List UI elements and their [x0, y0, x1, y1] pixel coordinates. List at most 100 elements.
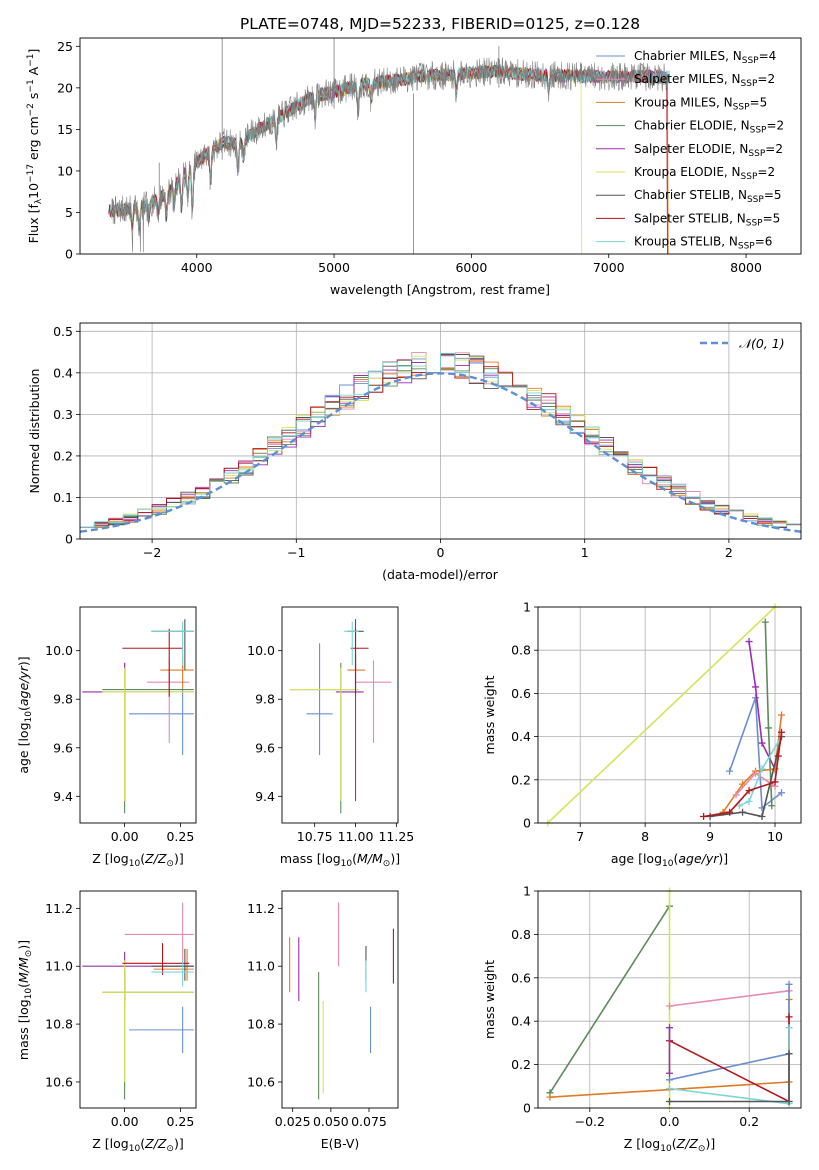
x-tick-label: 10	[767, 829, 783, 844]
label-part: ⊙	[383, 859, 391, 869]
y-axis-label: mass weight	[482, 960, 497, 1039]
y-tick-label: 20	[57, 80, 73, 95]
x-tick-label: 0.025	[275, 1114, 311, 1129]
label-part: )]	[16, 656, 31, 666]
legend-label: Salpeter MILES, NSSP=2	[634, 72, 775, 89]
x-axis-label: wavelength [Angstrom, rest frame]	[330, 282, 550, 297]
y-tick-label: 0.8	[511, 927, 531, 942]
label-part: Z [log	[92, 1136, 128, 1151]
legend-label: Kroupa MILES, NSSP=5	[634, 95, 767, 112]
axes-frame	[537, 890, 802, 1109]
label-part: Z/Z	[144, 1136, 167, 1151]
legend-text: Kroupa STELIB, N	[634, 235, 738, 249]
label-part: 10	[129, 1144, 141, 1154]
label-part: mass [log	[280, 851, 341, 866]
y-tick-label: 1	[523, 600, 531, 615]
plot-area	[289, 902, 394, 1100]
plot-area	[80, 352, 801, 533]
legend-label: Chabrier STELIB, NSSP=5	[634, 188, 782, 205]
data-point	[745, 787, 753, 795]
x-tick-label: 1	[581, 545, 589, 560]
x-tick-label: −2	[143, 545, 161, 560]
x-tick-label: 11.25	[378, 829, 414, 844]
legend-subscript: SSP	[742, 56, 759, 66]
legend-label: 𝒩(0, 1)	[739, 336, 785, 351]
x-tick-label: 0.0	[660, 1114, 680, 1129]
x-tick-label: −1	[287, 545, 305, 560]
figure-title: PLATE=0748, MJD=52233, FIBERID=0125, z=0…	[240, 15, 640, 33]
x-tick-label: 7	[576, 829, 584, 844]
x-axis-label: Z [log10(Z/Z⊙)]	[624, 1136, 715, 1154]
data-point	[785, 1050, 793, 1058]
x-tick-label: 8	[641, 829, 649, 844]
axis-ticks: 4000 5000 6000 7000 8000 0 5 10 15 20 25	[57, 39, 762, 275]
x-tick-label: 2	[725, 545, 733, 560]
data-point	[768, 802, 776, 810]
errorbar-salpeter-elodie	[335, 662, 364, 802]
series-chabrier-elodie	[761, 618, 776, 810]
x-tick-label: 11.00	[338, 829, 374, 844]
y-tick-label: 0.2	[511, 1057, 531, 1072]
axes-frame	[281, 606, 399, 824]
errorbar-kroupa-miles	[347, 655, 366, 690]
legend-suffix: =4	[759, 49, 777, 63]
histogram-kroupa-stelib	[80, 352, 801, 528]
errorbar-salpeter-miles	[355, 660, 392, 743]
data-point	[752, 683, 760, 691]
label-part: s	[26, 93, 41, 104]
y-tick-label: 0.2	[511, 772, 531, 787]
x-tick-label: 4000	[181, 260, 213, 275]
y-tick-label: 10.0	[45, 643, 73, 658]
errorbar-kroupa-elodie	[102, 960, 194, 1082]
y-tick-label: 0.8	[511, 643, 531, 658]
label-part: )]	[390, 851, 400, 866]
y-axis-label: mass weight	[482, 675, 497, 754]
axis-ticks: −2 −1 0 1 2 0 0.1 0.2 0.3 0.4 0.5	[53, 324, 733, 560]
axes-frame	[79, 890, 197, 1109]
label-part: ⊙	[698, 1144, 706, 1154]
y-tick-label: 9.4	[53, 789, 73, 804]
plot-area	[82, 619, 194, 814]
label-part: −1	[26, 79, 36, 92]
y-axis-label: Flux [fλ10−17 erg cm−2 s−1 A−1]	[26, 49, 44, 244]
label-part: mass [log	[16, 999, 31, 1060]
data-point	[752, 769, 760, 777]
y-tick-label: 11.2	[45, 901, 73, 916]
label-part: Flux [f	[26, 204, 41, 244]
y-tick-label: 9.4	[255, 789, 275, 804]
label-part: −1	[26, 54, 36, 67]
errorbar-salpeter-stelib	[122, 628, 183, 697]
label-part: A	[26, 66, 41, 79]
axis-ticks: 0.025 0.050 0.075 10.6 10.8 11.0 11.2	[247, 901, 387, 1129]
y-tick-label: 10.6	[45, 1074, 73, 1089]
data-point	[666, 1002, 673, 1010]
legend-suffix: =5	[750, 95, 768, 109]
y-tick-label: 0	[65, 532, 73, 547]
y-tick-label: 0.1	[53, 490, 73, 505]
x-axis-label: (data-model)/error	[382, 567, 499, 582]
observed-spectrum	[111, 57, 669, 253]
x-tick-label: 0	[437, 545, 445, 560]
data-point	[732, 791, 740, 799]
y-tick-label: 9.6	[53, 740, 73, 755]
legend-text: Chabrier STELIB, N	[634, 188, 747, 202]
errorbar-chabrier-miles	[129, 1006, 194, 1054]
errorbar-salpeter-stelib	[122, 943, 190, 975]
y-tick-label: 10.6	[247, 1074, 275, 1089]
y-tick-label: 0	[523, 816, 531, 831]
spectrum-panel: 4000 5000 6000 7000 8000 0 5 10 15 20 25 Chabrier M…	[26, 37, 802, 297]
data-point	[778, 728, 786, 736]
legend-subscript: SSP	[741, 79, 758, 89]
series-line	[738, 736, 783, 807]
data-point	[778, 711, 786, 719]
errorbar-kroupa-miles	[160, 655, 194, 690]
mass-vs-extinction-panel: 0.025 0.050 0.075 10.6 10.8 11.0 11.2 E(B-V)	[247, 890, 399, 1151]
data-point	[726, 808, 734, 816]
y-tick-label: 11.0	[247, 959, 275, 974]
data-point	[752, 694, 760, 702]
legend-subscript: SSP	[750, 126, 767, 136]
legend-suffix: =2	[757, 165, 775, 179]
data-point	[785, 1097, 793, 1105]
legend-label: Chabrier MILES, NSSP=4	[634, 49, 776, 66]
